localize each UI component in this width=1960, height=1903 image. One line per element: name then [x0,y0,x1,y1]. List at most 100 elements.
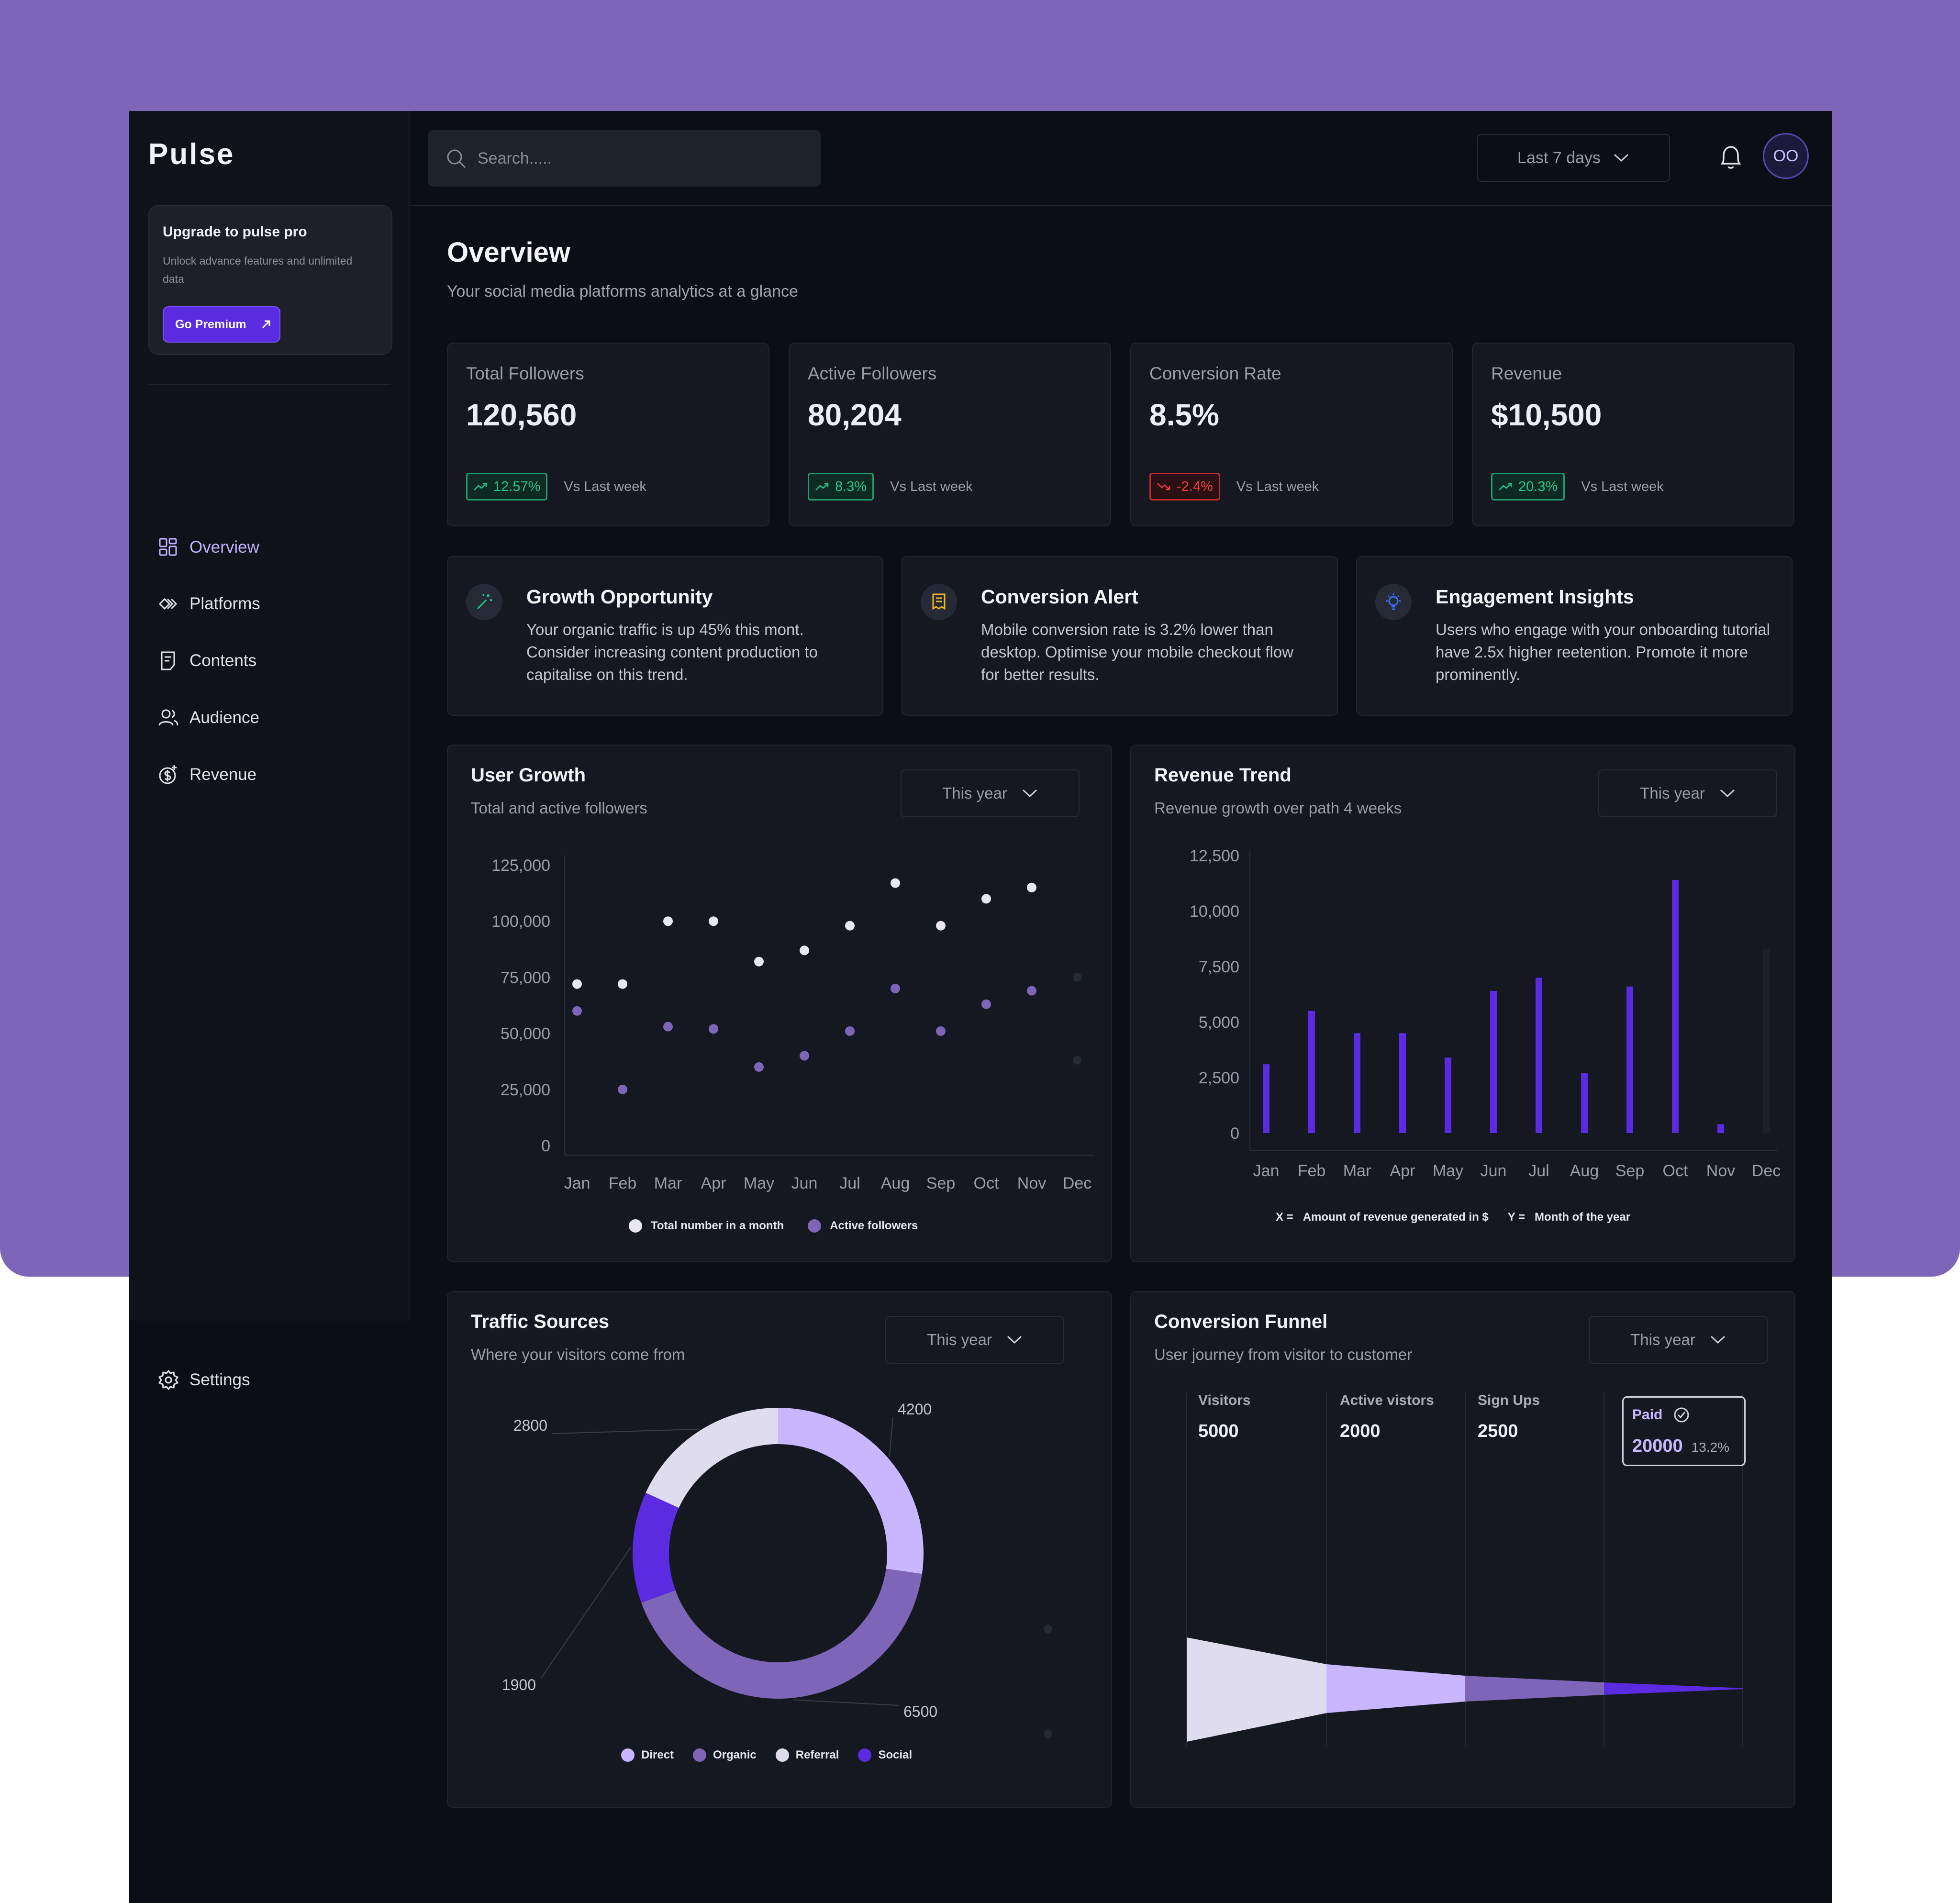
x-tick-label: Oct [974,1174,999,1192]
funnel-value: 2500 [1478,1421,1518,1441]
y-tick-label: 50,000 [501,1025,550,1043]
x-tick-label: Nov [1706,1162,1735,1180]
data-point [572,1006,582,1016]
sidebar-item-platforms[interactable]: Platforms [158,590,260,618]
data-point [663,1022,673,1032]
funnel-segment-signups [1465,1676,1604,1702]
go-premium-label: Go Premium [175,317,246,331]
sidebar: Pulse Upgrade to pulse pro Unlock advanc… [129,111,410,1391]
period-select[interactable]: This year [901,769,1080,817]
data-point [800,946,809,956]
insight-text: Your organic traffic is up 45% this mont… [526,621,818,683]
legend-item: Organic [693,1748,757,1762]
funnel-label: Visitors [1198,1392,1251,1408]
change-badge: 12.57% [466,473,548,501]
data-point [754,1062,764,1072]
data-point [800,1051,809,1061]
change-badge: 8.3% [808,473,874,501]
change-value: 12.57% [493,479,541,494]
funnel-segment-active [1326,1664,1465,1713]
data-point [845,1026,855,1036]
panel-subtitle: Revenue growth over path 4 weeks [1154,799,1402,817]
period-select-label: This year [927,1331,992,1348]
bar [1263,1064,1270,1133]
leader-line [889,1417,893,1457]
footnote-x: X = Amount of revenue generated in $ [1276,1211,1489,1224]
sidebar-item-contents[interactable]: Contents [158,646,256,675]
change-badge: 20.3% [1491,473,1565,501]
insight-text: Users who engage with your onboarding tu… [1436,621,1770,683]
insight-text: Mobile conversion rate is 3.2% lower tha… [981,621,1293,683]
x-tick-label: Mar [654,1174,682,1192]
data-point [845,921,855,931]
change-value: 8.3% [835,479,867,494]
date-range-select[interactable]: Last 7 days [1477,134,1670,182]
leader-line [540,1547,632,1679]
panel-title: Revenue Trend [1154,765,1292,786]
conversion-funnel-panel: Conversion Funnel User journey from visi… [1130,1291,1795,1808]
placeholder-point [1044,1730,1052,1738]
donut-slice [646,1408,778,1508]
trend-up-icon [1499,483,1512,490]
page-title: Overview [447,237,570,268]
legend-label: Direct [641,1748,674,1761]
bar [1445,1057,1451,1133]
data-point [1027,882,1036,892]
avatar[interactable]: OO [1763,133,1809,179]
period-select-label: This year [1640,784,1705,802]
sidebar-item-overview[interactable]: Overview [158,533,259,562]
platforms-icon [158,593,179,614]
x-tick-label: Sep [926,1174,956,1192]
y-tick-label: 12,500 [1190,847,1239,865]
period-select-label: This year [942,784,1007,802]
data-point [891,983,900,993]
stat-card-total-followers: Total Followers 120,560 12.57% Vs Last w… [447,343,769,526]
change-note: Vs Last week [1236,479,1319,494]
data-point [754,957,764,967]
period-select[interactable]: This year [1598,769,1777,817]
app-logo: Pulse [148,138,235,171]
change-note: Vs Last week [890,479,973,494]
upgrade-card: Upgrade to pulse pro Unlock advance feat… [148,205,392,355]
page-subtitle: Your social media platforms analytics at… [447,282,798,300]
stat-value: 80,204 [808,398,902,432]
chart-footnote: X = Amount of revenue generated in $ Y = M… [1276,1211,1630,1224]
go-premium-button[interactable]: Go Premium [163,306,280,343]
panel-subtitle: User journey from visitor to customer [1154,1346,1413,1363]
y-tick-label: 5,000 [1199,1013,1239,1032]
slice-label: 6500 [903,1703,937,1720]
grid-icon [158,537,179,558]
document-icon [158,650,179,671]
x-tick-label: Jan [1253,1162,1280,1180]
stat-card-conversion-rate: Conversion Rate 8.5% -2.4% Vs Last week [1130,343,1453,526]
data-point [663,916,673,926]
y-tick-label: 0 [541,1137,550,1155]
bar [1672,880,1679,1133]
insight-title: Conversion Alert [981,586,1138,608]
funnel-stage-paid: Paid 20000 13.2% [1622,1396,1746,1466]
search-input[interactable]: Search..... [428,130,821,187]
placeholder-point [1073,973,1081,982]
x-tick-label: May [1433,1162,1463,1180]
date-range-label: Last 7 days [1517,148,1601,167]
funnel-label: Paid [1632,1407,1663,1423]
bell-icon[interactable] [1714,141,1748,174]
period-select[interactable]: This year [1589,1316,1768,1364]
lightbulb-icon [1375,584,1412,620]
sidebar-item-revenue[interactable]: Revenue [158,760,256,789]
stat-card-revenue: Revenue $10,500 20.3% Vs Last week [1472,343,1794,526]
y-tick-label: 25,000 [501,1081,550,1099]
chevron-down-icon [1614,154,1628,162]
stat-label: Total Followers [466,364,584,383]
sidebar-item-settings[interactable]: Settings [158,1366,250,1394]
period-select[interactable]: This year [885,1316,1064,1364]
footnote-key: Y = [1507,1211,1526,1224]
panel-title: User Growth [471,765,586,786]
chevron-down-icon [1007,1335,1022,1344]
change-note: Vs Last week [1581,479,1664,494]
gear-icon [158,1369,179,1391]
legend-item: Referral [775,1748,839,1762]
insight-card-conversion-alert: Conversion Alert Mobile conversion rate … [902,556,1338,716]
sidebar-item-audience[interactable]: Audience [158,703,259,732]
slice-label: 4200 [898,1401,932,1418]
